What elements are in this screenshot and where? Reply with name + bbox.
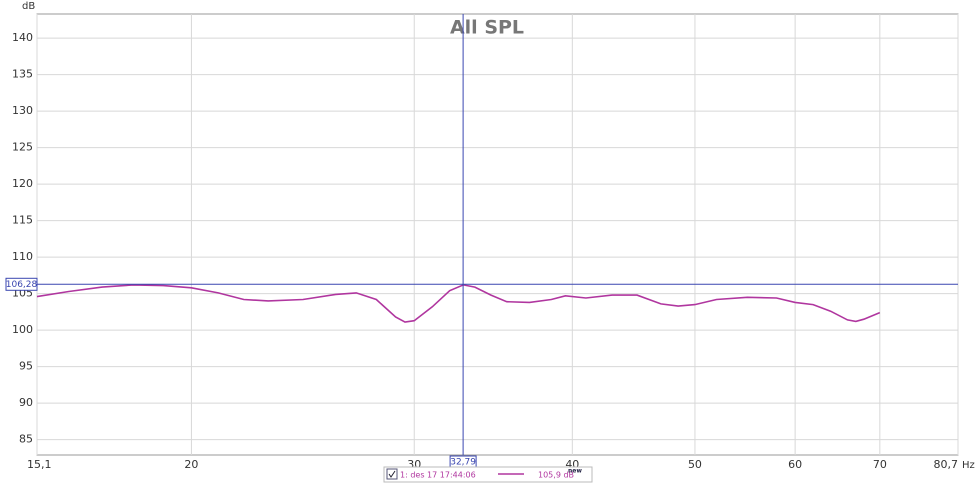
- chart-title: All SPL: [450, 17, 524, 39]
- y-tick-label: 130: [12, 104, 33, 117]
- cursor-y-box: [5, 277, 38, 291]
- series-line: [36, 284, 881, 323]
- legend-badge: new: [568, 468, 582, 475]
- x-tick-label: 60: [788, 458, 802, 471]
- x-unit: Hz: [962, 460, 975, 471]
- x-tick-label: 80,7: [934, 458, 959, 471]
- legend-box: [383, 466, 593, 483]
- y-tick-label: 120: [12, 177, 33, 190]
- legend-checkbox[interactable]: [386, 468, 398, 480]
- y-tick-label: 95: [19, 360, 33, 373]
- legend-value: 105,9 dB: [538, 471, 574, 480]
- x-tick-label: 20: [184, 458, 198, 471]
- y-unit: dB: [22, 1, 35, 12]
- x-tick-label: 50: [688, 458, 702, 471]
- plot-frame: [36, 13, 959, 456]
- cursor-x-label: 32,79: [450, 458, 476, 468]
- y-tick-label: 110: [12, 250, 33, 263]
- y-tick-label: 85: [19, 433, 33, 446]
- y-tick-label: 90: [19, 396, 33, 409]
- cursor-y-label: 106,28: [6, 280, 38, 290]
- y-tick-label: 115: [12, 214, 33, 227]
- y-tick-label: 135: [12, 68, 33, 81]
- x-tick-label: 15,1: [27, 458, 52, 471]
- y-tick-label: 140: [12, 31, 33, 44]
- legend-check: [388, 470, 396, 478]
- x-tick-label: 70: [873, 458, 887, 471]
- y-tick-label: 125: [12, 141, 33, 154]
- y-tick-label: 100: [12, 323, 33, 336]
- legend-name: 1: des 17 17:44:06: [400, 471, 476, 480]
